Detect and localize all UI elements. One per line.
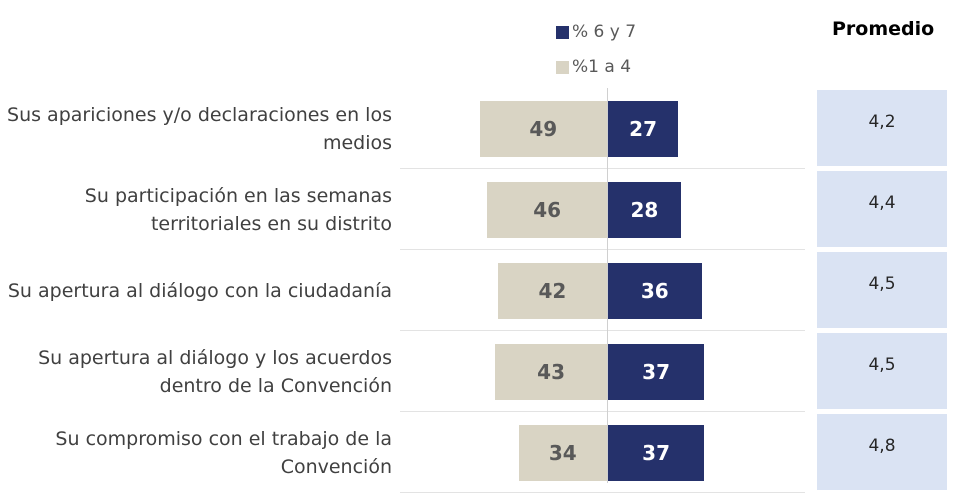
category-row-label: Su apertura al diálogo y los acuerdos de…: [0, 331, 392, 412]
promedio-cell: 4,4: [817, 171, 947, 247]
bar: 34: [518, 424, 607, 481]
promedio-cell: 4,5: [817, 333, 947, 409]
row-separator: [400, 330, 805, 331]
bar: 37: [608, 424, 705, 481]
center-line: [607, 88, 608, 483]
category-row-label: Sus apariciones y/o declaraciones en los…: [0, 88, 392, 169]
category-row-label: Su apertura al diálogo con la ciudadanía: [0, 250, 392, 331]
bar: 42: [497, 262, 607, 319]
bar: 49: [479, 100, 607, 157]
promedio-title: Promedio: [832, 18, 935, 40]
bar: 37: [608, 343, 705, 400]
promedio-cell: 4,5: [817, 252, 947, 328]
bar: 27: [608, 100, 679, 157]
legend-label: %1 a 4: [572, 57, 632, 77]
legend-item: %1 a 4: [556, 57, 631, 77]
category-label: Su compromiso con el trabajo de la Conve…: [55, 427, 392, 478]
page: % 6 y 7 %1 a 4 Sus apariciones y/o declara…: [0, 18, 947, 493]
row-separator: [400, 411, 805, 412]
legend-swatch: [556, 25, 569, 39]
promedio-cell: 4,8: [817, 414, 947, 490]
bar: 43: [495, 343, 607, 400]
category-label: Su apertura al diálogo con la ciudadanía: [7, 279, 392, 302]
row-separator: [400, 249, 805, 250]
bar: 28: [608, 181, 681, 238]
category-label: Su apertura al diálogo y los acuerdos de…: [38, 346, 392, 397]
bar: 36: [608, 262, 702, 319]
category-row-label: Su compromiso con el trabajo de la Conve…: [0, 412, 392, 493]
promedio-cell: 4,2: [817, 90, 947, 166]
legend-swatch: [556, 60, 569, 74]
category-label: Su participación en las semanas territor…: [84, 184, 392, 235]
category-row-label: Su participación en las semanas territor…: [0, 169, 392, 250]
row-separator: [400, 168, 805, 169]
legend-label: % 6 y 7: [572, 22, 637, 42]
legend-item: % 6 y 7: [556, 22, 636, 42]
bar: 46: [487, 181, 607, 238]
category-label: Sus apariciones y/o declaraciones en los…: [7, 103, 392, 154]
